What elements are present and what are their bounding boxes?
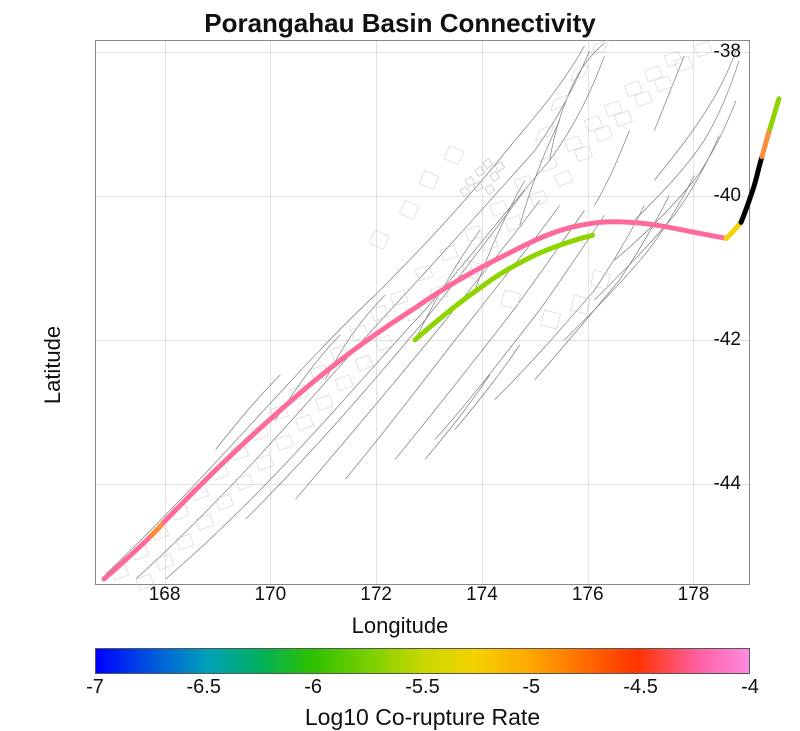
chart-title: Porangahau Basin Connectivity	[0, 8, 800, 39]
ytick--38: -38	[714, 41, 741, 63]
colorbar-gradient[interactable]	[95, 648, 750, 674]
cb-tick--6.5: -6.5	[186, 676, 220, 699]
ytick--44: -44	[714, 473, 741, 495]
y-axis-label: Latitude	[40, 325, 66, 403]
cb-tick--5.5: -5.5	[405, 676, 439, 699]
xtick-178: 178	[678, 584, 710, 606]
cb-tick--4.5: -4.5	[623, 676, 657, 699]
colorbar-title: Log10 Co-rupture Rate	[95, 704, 750, 731]
xtick-170: 170	[254, 584, 286, 606]
xtick-176: 176	[572, 584, 604, 606]
chart-page: Porangahau Basin Connectivity Latitude L…	[0, 0, 800, 729]
colorbar: -7 -6.5 -6 -5.5 -5 -4.5 -4 Log10 Co-rupt…	[95, 648, 750, 731]
xtick-172: 172	[360, 584, 392, 606]
cb-tick--5: -5	[522, 676, 540, 699]
x-axis-label: Longitude	[352, 613, 449, 639]
xtick-174: 174	[466, 584, 498, 606]
xtick-168: 168	[149, 584, 181, 606]
cb-tick--6: -6	[304, 676, 322, 699]
ytick--40: -40	[714, 185, 741, 207]
fault-map-svg	[96, 41, 749, 584]
ytick--42: -42	[714, 329, 741, 351]
cb-tick--4: -4	[741, 676, 759, 699]
plot-area: -38 -40 -42 -44 168 170 172 174 176 178	[95, 40, 750, 585]
colorbar-ticks: -7 -6.5 -6 -5.5 -5 -4.5 -4	[95, 674, 750, 698]
cb-tick--7: -7	[86, 676, 104, 699]
